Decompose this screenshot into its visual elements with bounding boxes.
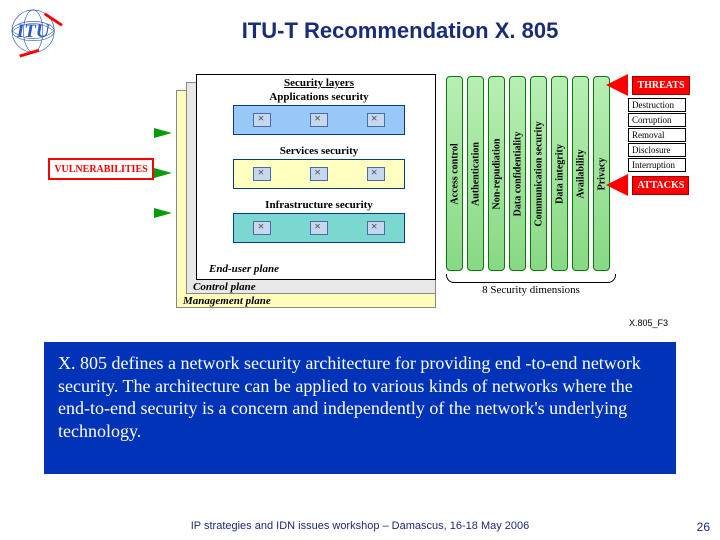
threats-arrow-icon	[606, 74, 628, 96]
pillar-2: Non-repudiation	[488, 76, 505, 271]
attacks-label: ATTACKS	[632, 176, 689, 195]
threats-attacks-column: THREATS Destruction Corruption Removal D…	[624, 74, 694, 198]
pillar-6: Availability	[572, 76, 589, 271]
pillar-1: Authentication	[467, 76, 484, 271]
threat-item-1: Corruption	[628, 113, 686, 127]
layer-label-0: Applications security	[203, 91, 435, 103]
threat-item-2: Removal	[628, 128, 686, 142]
description-box: X. 805 defines a network security archit…	[44, 342, 676, 474]
security-layers-title: Security layers	[203, 77, 435, 89]
svg-text:ITU: ITU	[16, 21, 51, 42]
dimensions-label: 8 Security dimensions	[482, 284, 580, 296]
pillar-4: Communication security	[530, 76, 547, 271]
pillar-0: Access control	[446, 76, 463, 271]
end-user-plane-label: End-user plane	[209, 263, 279, 275]
threat-item-0: Destruction	[628, 98, 686, 112]
footer-text: IP strategies and IDN issues workshop – …	[0, 520, 720, 532]
layer-label-2: Infrastructure security	[203, 199, 435, 211]
threats-label: THREATS	[632, 76, 689, 95]
slide-title: ITU-T Recommendation X. 805	[110, 18, 690, 44]
security-dimensions-pillars: Access control Authentication Non-repudi…	[446, 76, 616, 288]
dimensions-brace: 8 Security dimensions	[446, 274, 616, 298]
control-plane-label: Control plane	[193, 281, 256, 293]
vulnerabilities-label: VULNERABILITIES	[48, 158, 154, 180]
page-number: 26	[697, 520, 710, 534]
figure-id: X.805_F3	[629, 318, 668, 328]
itu-logo: ITU	[8, 8, 66, 58]
attacks-arrow-icon	[606, 174, 628, 196]
layer-box-infrastructure	[233, 213, 405, 243]
layer-box-applications	[233, 105, 405, 135]
management-plane-label: Management plane	[183, 295, 271, 307]
pillar-5: Data integrity	[551, 76, 568, 271]
layer-box-services	[233, 159, 405, 189]
threat-item-4: Interruption	[628, 158, 686, 172]
end-user-plane: Security layers Applications security Se…	[196, 74, 436, 280]
pillar-3: Data confidentiality	[509, 76, 526, 271]
layer-label-1: Services security	[203, 145, 435, 157]
threat-item-3: Disclosure	[628, 143, 686, 157]
x805-diagram: VULNERABILITIES Management plane Control…	[48, 68, 672, 328]
